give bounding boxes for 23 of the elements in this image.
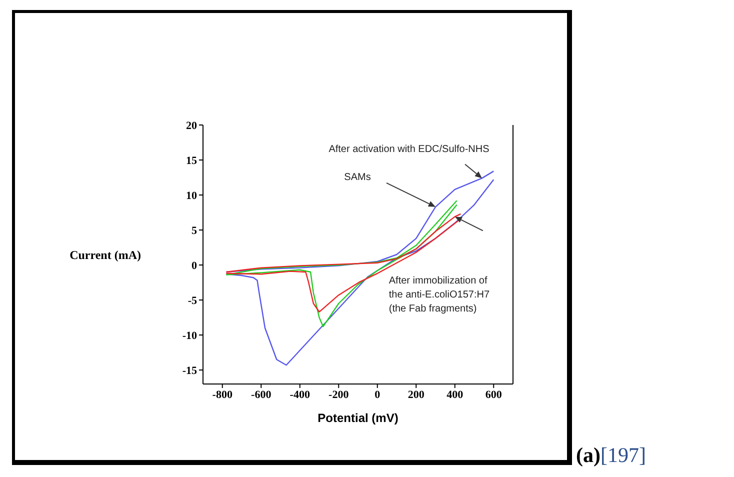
y-tick-label: 15 — [186, 154, 198, 167]
y-tick-label: -10 — [182, 330, 198, 342]
y-tick-label: -5 — [188, 294, 198, 307]
y-axis-title: Current (mA) — [70, 248, 141, 262]
x-tick-label: -400 — [290, 388, 310, 401]
annotation: SAMs — [344, 172, 371, 183]
x-tick-label: 600 — [485, 388, 502, 401]
y-tick-label: 20 — [186, 120, 198, 132]
x-tick-label: -800 — [212, 388, 233, 401]
annotation: After immobilization of the anti-E.coliO157:H7 (the Fab fragments) — [388, 276, 490, 315]
y-tick-label: 0 — [192, 260, 198, 272]
y-tick-label: 10 — [186, 190, 198, 202]
annotation: After activation with EDC/Sulfo-NHS — [328, 144, 490, 156]
x-tick-label: 200 — [408, 388, 425, 401]
text: (a) — [576, 443, 600, 467]
x-tick-label: -600 — [251, 388, 272, 401]
x-tick-label: -200 — [328, 388, 350, 401]
x-tick-label: 0 — [374, 388, 381, 401]
text: [197] — [600, 443, 646, 467]
y-tick-label: -15 — [182, 364, 198, 377]
x-axis-title: Potential (mV) — [318, 411, 398, 425]
x-tick-label: 400 — [446, 388, 464, 401]
y-tick-label: 5 — [192, 224, 198, 237]
